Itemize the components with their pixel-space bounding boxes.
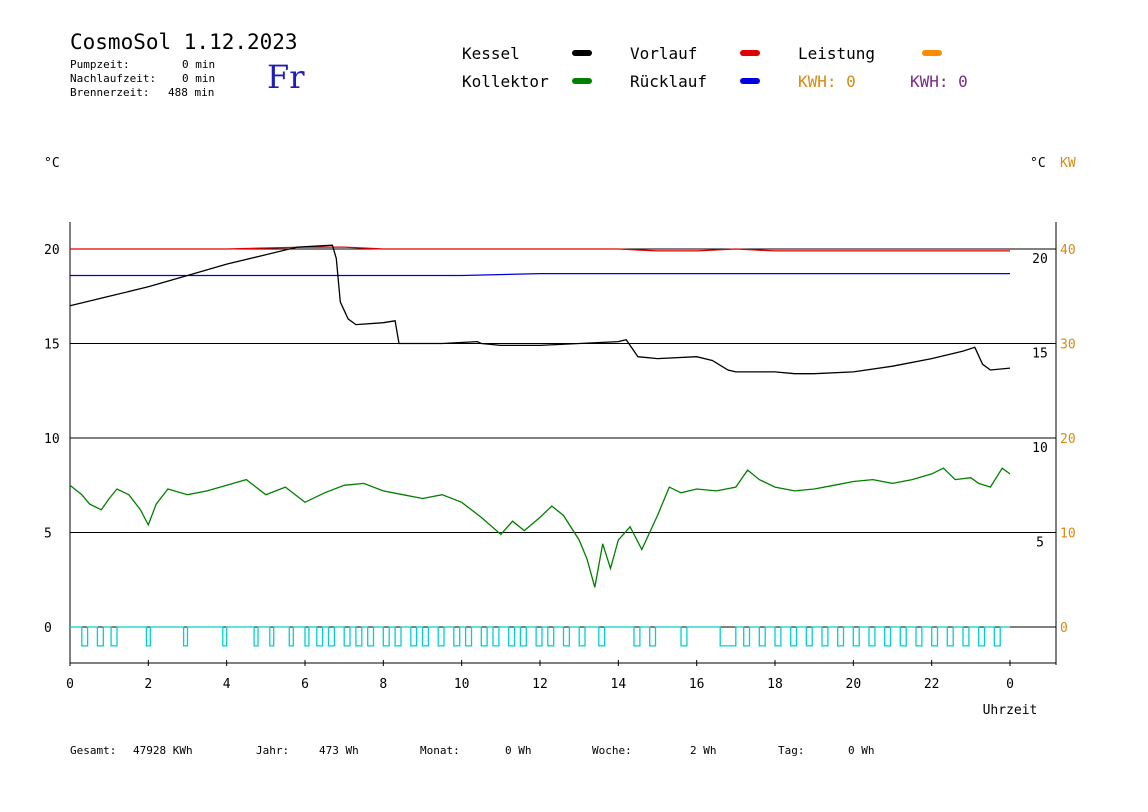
series-line-vorlauf [70,246,1010,252]
x-axis-title: Uhrzeit [983,703,1038,718]
legend-ruecklauf-swatch [740,78,760,84]
footer-monat-label: Monat: [420,744,460,757]
y-tick-left-label: 0 [44,621,52,636]
right-unit-celsius: °C [1030,156,1046,171]
stat-nachlaufzeit-value: 0 min [182,72,216,85]
x-tick-label: 8 [379,677,387,692]
series-line-kessel [69,244,1011,375]
x-tick-label: 16 [689,677,705,692]
footer-woche-label: Woche: [592,744,632,757]
left-unit-label: °C [44,156,60,171]
x-tick-label: 2 [144,677,152,692]
stat-brennerzeit-label: Brennerzeit: [70,86,150,99]
x-tick-label: 0 [66,677,74,692]
stat-pumpzeit-label: Pumpzeit: [70,58,130,71]
legend-kessel-label: Kessel [462,44,520,63]
weekday-label: Fr [267,58,305,96]
legend-leistung-label: Leistung [798,44,876,63]
y-tick-inner-right-label: 20 [1032,252,1048,267]
footer-jahr-value: 473 Wh [319,744,359,757]
right-unit-kw: KW [1060,156,1076,171]
stat-brennerzeit-value: 488 min [168,86,215,99]
x-tick-label: 20 [846,677,862,692]
legend-kwh-purple: KWH: 0 [910,72,968,91]
stat-nachlaufzeit-label: Nachlaufzeit: [70,72,157,85]
x-tick-label: 0 [1006,677,1014,692]
footer-monat-value: 0 Wh [505,744,532,757]
y-tick-kw-label: 10 [1060,527,1076,542]
footer-gesamt-value: 47928 KWh [133,744,193,757]
footer-tag-label: Tag: [778,744,805,757]
series-line-rcklauf [70,272,1010,277]
y-tick-inner-right-label: 15 [1032,347,1048,362]
y-tick-inner-right-label: 5 [1036,536,1044,551]
x-tick-label: 6 [301,677,309,692]
x-tick-label: 14 [611,677,627,692]
y-tick-left-label: 10 [44,432,60,447]
y-tick-kw-label: 40 [1060,243,1076,258]
x-tick-label: 4 [223,677,231,692]
legend-vorlauf-label: Vorlauf [630,44,698,63]
x-tick-label: 18 [767,677,783,692]
footer-tag-value: 0 Wh [848,744,875,757]
y-tick-left-label: 15 [44,338,60,353]
legend-kollektor-swatch [572,78,592,84]
legend-leistung-swatch [922,50,942,56]
y-tick-left-label: 20 [44,243,60,258]
y-tick-inner-right-label: 10 [1032,441,1048,456]
y-tick-left-label: 5 [44,527,52,542]
series-line-kollektor [69,467,1011,588]
x-tick-label: 12 [532,677,548,692]
footer-woche-value: 2 Wh [690,744,717,757]
y-tick-kw-label: 30 [1060,338,1076,353]
legend-kessel-swatch [572,50,592,56]
legend-kollektor-label: Kollektor [462,72,549,91]
x-tick-label: 10 [454,677,470,692]
footer-jahr-label: Jahr: [256,744,290,757]
footer-gesamt-label: Gesamt: [70,744,117,757]
legend-kwh-orange: KWH: 0 [798,72,856,91]
series-line-pumpe [70,626,1010,647]
legend-ruecklauf-label: Rücklauf [630,72,708,91]
stat-pumpzeit-value: 0 min [182,58,216,71]
legend-vorlauf-swatch [740,50,760,56]
y-tick-kw-label: 20 [1060,432,1076,447]
x-tick-label: 22 [924,677,940,692]
y-tick-kw-label: 0 [1060,621,1068,636]
chart-title: CosmoSol 1.12.2023 [70,30,298,54]
